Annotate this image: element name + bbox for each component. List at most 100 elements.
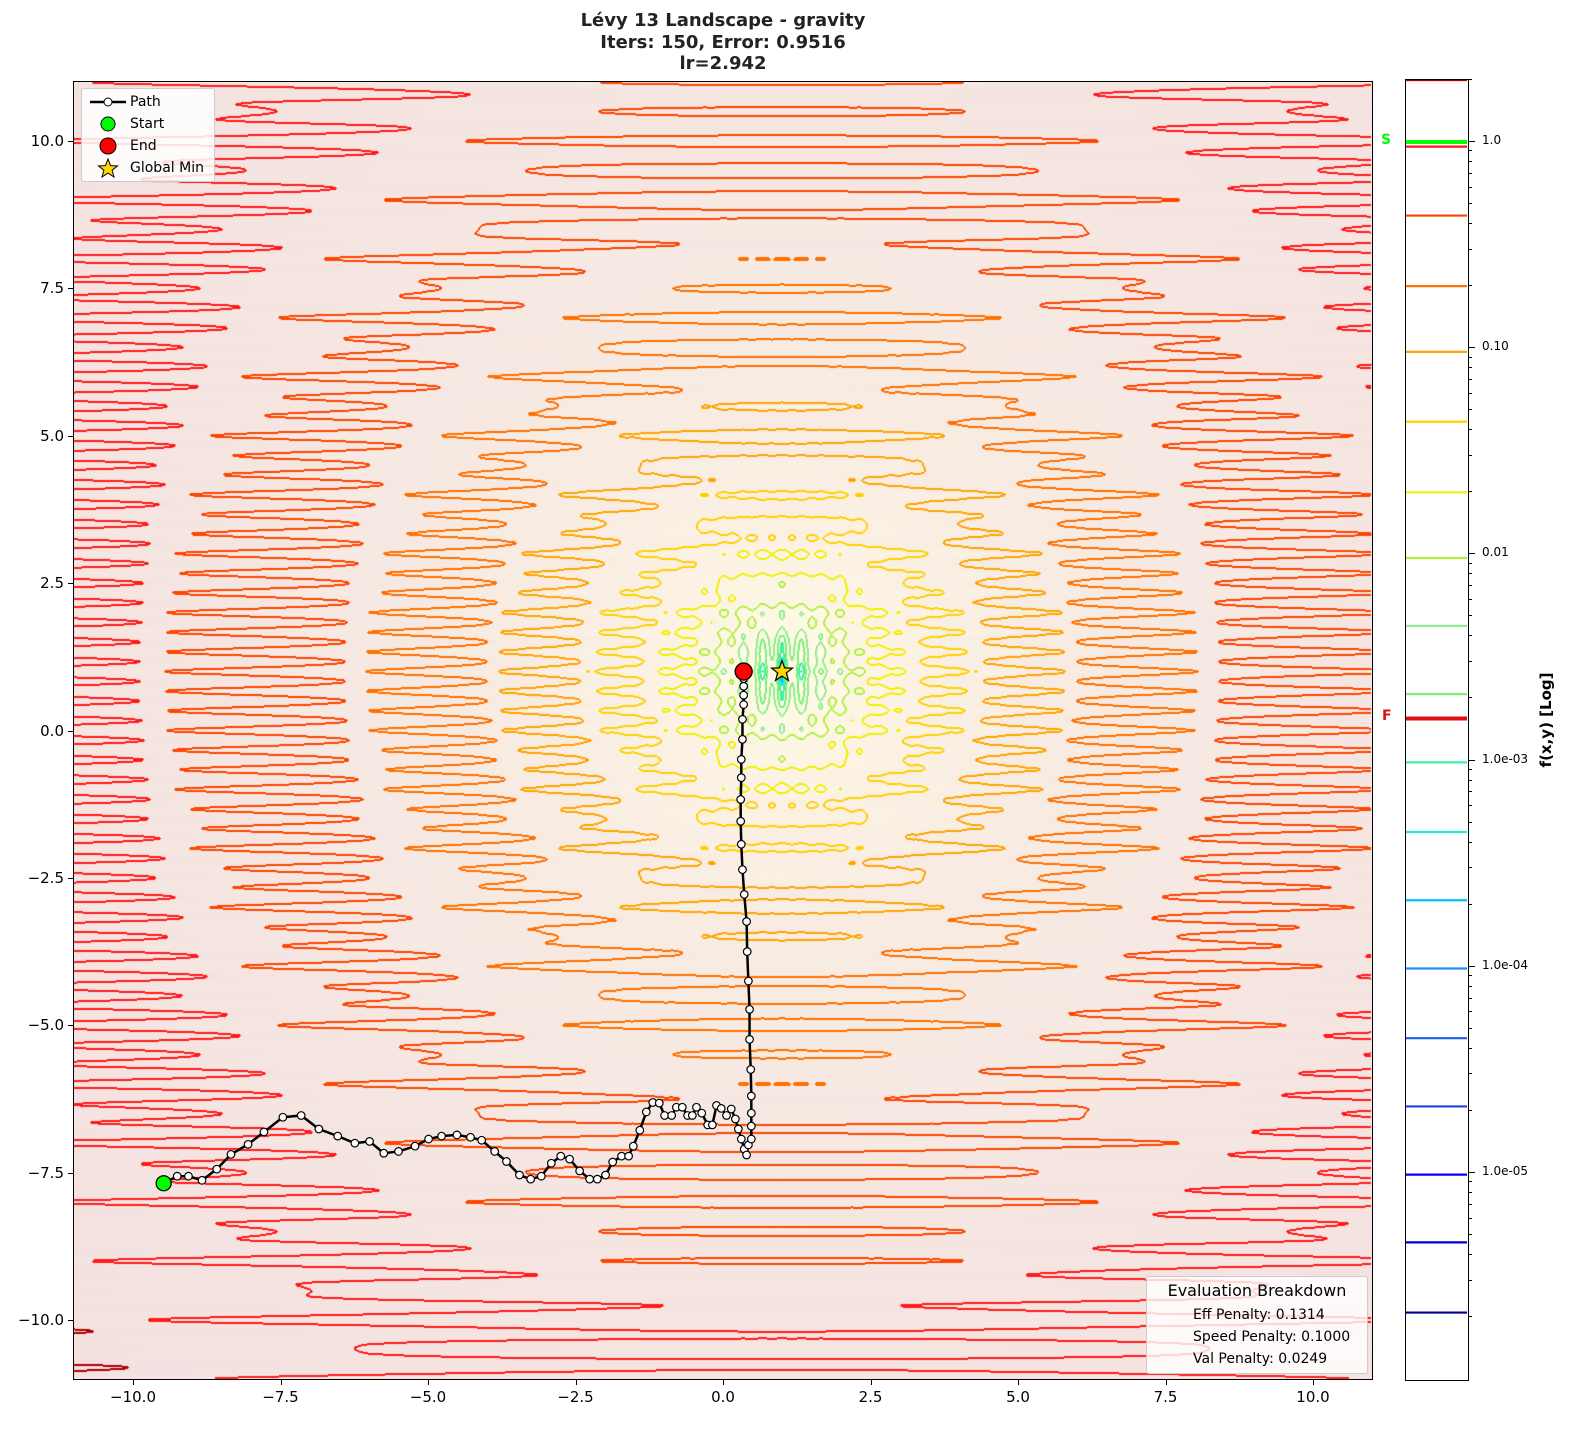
legend-label: Global Min xyxy=(130,160,204,176)
start-marker xyxy=(155,1175,172,1192)
colorbar-minor-tick xyxy=(1469,562,1472,564)
path-point xyxy=(677,1102,687,1112)
colorbar-minor-tick xyxy=(1469,985,1472,987)
colorbar-minor-tick xyxy=(1469,697,1472,699)
y-tick-mark xyxy=(68,730,73,732)
colorbar-minor-tick xyxy=(1469,1047,1472,1049)
path-point xyxy=(212,1164,222,1174)
path-point xyxy=(226,1149,236,1159)
legend-label: Start xyxy=(130,116,165,132)
x-tick-label: −2.5 xyxy=(557,1388,594,1406)
colorbar-minor-tick xyxy=(1469,805,1472,807)
colorbar-minor-tick xyxy=(1469,779,1472,781)
path-point xyxy=(197,1175,207,1185)
colorbar-minor-tick xyxy=(1469,186,1472,188)
colorbar-minor-tick xyxy=(1469,491,1472,493)
x-tick-label: 0.0 xyxy=(711,1388,735,1406)
colorbar-tick-label: 0.10 xyxy=(1482,339,1509,354)
path-line-icon xyxy=(90,97,126,107)
colorbar-minor-tick xyxy=(1469,356,1472,358)
colorbar-minor-tick xyxy=(1469,821,1472,823)
colorbar-tick-mark xyxy=(1469,759,1475,761)
path-point xyxy=(739,889,749,899)
colorbar-minor-tick xyxy=(1469,1233,1472,1235)
colorbar-minor-tick xyxy=(1469,903,1472,905)
colorbar-minor-tick xyxy=(1469,172,1472,174)
colorbar-minor-tick xyxy=(1469,1191,1472,1193)
legend-start: Start xyxy=(82,114,212,134)
colorbar-label: f(x,y) [Log] xyxy=(1537,672,1555,768)
colorbar-minor-tick xyxy=(1469,203,1472,205)
colorbar-minor-tick xyxy=(1469,573,1472,575)
path-point xyxy=(575,1166,585,1176)
path-point xyxy=(515,1170,524,1180)
colorbar-minor-tick xyxy=(1469,455,1472,456)
y-tick-label: −7.5 xyxy=(27,1163,64,1182)
colorbar-minor-tick xyxy=(1469,1181,1472,1183)
y-tick-mark xyxy=(68,435,73,437)
colorbar-tick-mark xyxy=(1469,141,1475,143)
path-point xyxy=(726,1104,736,1114)
y-tick-label: 0.0 xyxy=(40,721,64,740)
eff-penalty: Eff Penalty: 0.1314 xyxy=(1193,1307,1325,1323)
star-icon xyxy=(97,158,119,178)
final-value-marker: F xyxy=(1382,708,1392,725)
y-tick-label: 10.0 xyxy=(30,131,64,150)
legend-global-min: Global Min xyxy=(82,158,212,178)
colorbar-minor-tick xyxy=(1469,1253,1472,1255)
colorbar-minor-tick xyxy=(1469,150,1472,152)
path-point xyxy=(592,1174,602,1184)
path-point xyxy=(601,1170,610,1180)
x-tick-label: 2.5 xyxy=(858,1388,883,1406)
path-point xyxy=(526,1174,536,1184)
end-marker xyxy=(734,662,753,681)
colorbar-tick-label: 1.0e-04 xyxy=(1482,957,1529,972)
y-tick-mark xyxy=(68,288,73,290)
global-min-star xyxy=(769,658,795,682)
colorbar-minor-tick xyxy=(1469,1109,1472,1111)
y-tick-label: 7.5 xyxy=(40,279,64,298)
path-point xyxy=(243,1139,253,1149)
x-tick-label: 5.0 xyxy=(1006,1388,1030,1406)
path-point xyxy=(350,1138,360,1148)
y-tick-label: −5.0 xyxy=(27,1016,64,1035)
path-point xyxy=(296,1111,306,1120)
title-line-1: Lévy 13 Landscape - gravity xyxy=(580,10,866,31)
path-point xyxy=(733,1124,743,1134)
colorbar-minor-tick xyxy=(1469,1279,1472,1281)
colorbar-minor-tick xyxy=(1469,615,1472,617)
path-point xyxy=(742,947,752,956)
end-marker-icon xyxy=(99,137,117,155)
colorbar-minor-tick xyxy=(1469,161,1472,163)
path-point xyxy=(746,1065,756,1074)
legend-label: Path xyxy=(130,94,161,110)
path-point xyxy=(477,1135,487,1145)
path-point xyxy=(556,1151,566,1161)
colorbar-minor-tick xyxy=(1469,1073,1472,1075)
path-point xyxy=(660,1111,669,1120)
colorbar-minor-tick xyxy=(1469,768,1472,770)
path-point xyxy=(736,773,746,783)
path-point xyxy=(687,1111,697,1120)
path-point xyxy=(736,816,746,826)
path-point xyxy=(746,1091,756,1101)
evaluation-breakdown: Evaluation Breakdown Eff Penalty: 0.1314… xyxy=(1146,1276,1368,1374)
path-point xyxy=(624,1151,633,1161)
path-point xyxy=(692,1102,701,1112)
path-point xyxy=(736,795,746,804)
colorbar-minor-tick xyxy=(1469,1217,1472,1219)
path-point xyxy=(437,1131,446,1141)
colorbar-minor-tick xyxy=(1469,285,1472,287)
path-point xyxy=(278,1112,288,1122)
path-point xyxy=(742,917,751,926)
path-point xyxy=(654,1098,664,1108)
colorbar-minor-tick xyxy=(1469,1203,1472,1205)
x-tick-label: −7.5 xyxy=(262,1388,299,1406)
x-tick-label: −5.0 xyxy=(409,1388,447,1406)
path-point xyxy=(452,1130,462,1140)
colorbar-tick-mark xyxy=(1469,1171,1475,1173)
path-point xyxy=(585,1174,595,1184)
colorbar-tick-label: 1.0e-03 xyxy=(1482,751,1529,766)
path-point xyxy=(739,681,749,691)
